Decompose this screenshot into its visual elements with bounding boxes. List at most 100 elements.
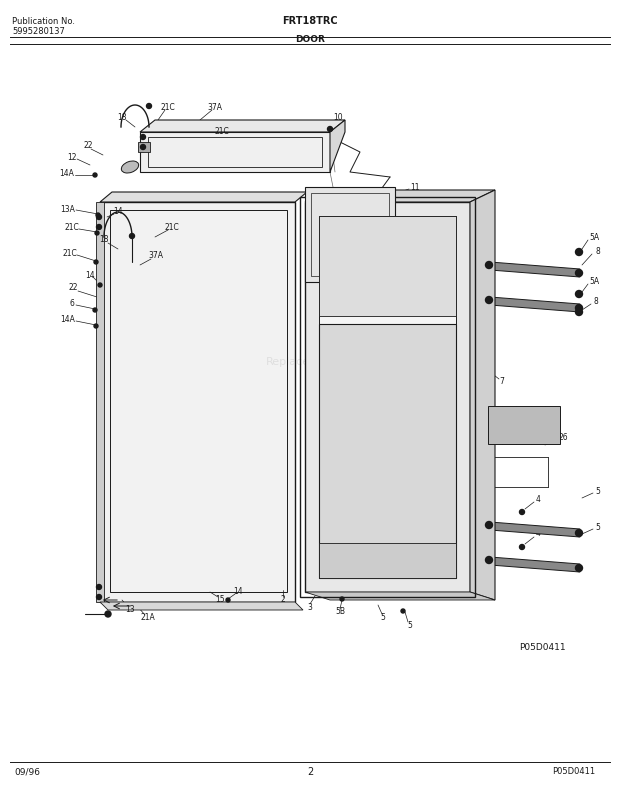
Text: 4: 4 <box>536 496 541 505</box>
Polygon shape <box>319 216 456 578</box>
Text: P05D0411: P05D0411 <box>552 767 595 776</box>
Circle shape <box>130 234 135 238</box>
Text: FRT18TRC: FRT18TRC <box>282 16 338 26</box>
Circle shape <box>97 595 102 600</box>
Text: 21C: 21C <box>165 223 179 231</box>
Circle shape <box>96 213 100 217</box>
Text: 37A: 37A <box>208 102 223 112</box>
Circle shape <box>93 308 97 312</box>
Text: 9: 9 <box>376 242 381 252</box>
Circle shape <box>485 557 492 563</box>
Text: 2: 2 <box>307 767 313 777</box>
Text: 22: 22 <box>68 284 78 292</box>
Text: Publication No.: Publication No. <box>12 17 75 25</box>
Polygon shape <box>140 120 345 132</box>
Polygon shape <box>319 543 456 578</box>
Text: 6: 6 <box>69 299 74 309</box>
Circle shape <box>485 261 492 268</box>
Text: 21C: 21C <box>63 249 78 258</box>
Circle shape <box>94 260 98 264</box>
Circle shape <box>95 231 99 235</box>
Polygon shape <box>490 557 580 572</box>
Text: 22: 22 <box>83 142 93 150</box>
Text: 5B: 5B <box>335 607 345 616</box>
Circle shape <box>575 249 583 256</box>
Text: 13: 13 <box>125 606 135 615</box>
Circle shape <box>226 598 230 602</box>
Text: 15: 15 <box>215 596 225 604</box>
Polygon shape <box>319 216 456 316</box>
Circle shape <box>485 521 492 528</box>
Circle shape <box>94 324 98 328</box>
Ellipse shape <box>122 161 139 173</box>
Text: 21C: 21C <box>161 102 175 112</box>
Text: 14A: 14A <box>60 169 74 178</box>
Text: 13A: 13A <box>61 204 76 214</box>
Text: 5995280137: 5995280137 <box>12 26 65 36</box>
Polygon shape <box>140 132 330 172</box>
Circle shape <box>146 104 151 109</box>
Circle shape <box>340 597 344 601</box>
Circle shape <box>575 530 583 536</box>
Text: 5A: 5A <box>589 233 599 242</box>
Polygon shape <box>488 406 560 444</box>
Polygon shape <box>305 187 395 282</box>
Text: 0: 0 <box>428 257 432 266</box>
Text: 5: 5 <box>407 620 412 630</box>
Text: 37A: 37A <box>149 252 164 261</box>
Text: 5B: 5B <box>392 247 402 257</box>
Circle shape <box>575 291 583 298</box>
Text: 5A: 5A <box>451 247 461 257</box>
Polygon shape <box>305 202 470 592</box>
Text: 14: 14 <box>233 588 243 596</box>
Circle shape <box>520 545 525 550</box>
Text: 1: 1 <box>368 283 373 291</box>
Circle shape <box>575 309 583 315</box>
Circle shape <box>98 283 102 287</box>
Text: 18: 18 <box>99 235 108 245</box>
Circle shape <box>141 135 146 139</box>
Circle shape <box>97 215 102 219</box>
Text: 2: 2 <box>281 596 285 604</box>
Circle shape <box>97 224 102 230</box>
Polygon shape <box>100 192 307 202</box>
Text: 5A: 5A <box>589 277 599 287</box>
Text: 10: 10 <box>333 112 343 121</box>
Text: 5A: 5A <box>450 303 460 311</box>
Text: 26: 26 <box>558 432 568 441</box>
Circle shape <box>520 509 525 515</box>
Circle shape <box>105 611 111 617</box>
Circle shape <box>401 609 405 613</box>
Text: 09/96: 09/96 <box>14 767 40 776</box>
Text: 4: 4 <box>536 530 541 539</box>
Polygon shape <box>490 522 580 537</box>
Text: ReplacementParts.com: ReplacementParts.com <box>266 357 394 367</box>
Circle shape <box>575 565 583 572</box>
Polygon shape <box>319 324 456 578</box>
Polygon shape <box>100 602 303 610</box>
Circle shape <box>141 144 146 150</box>
Text: 8: 8 <box>593 298 598 307</box>
Polygon shape <box>138 142 150 152</box>
Polygon shape <box>96 202 104 602</box>
Text: 21C: 21C <box>215 128 229 136</box>
Text: 3: 3 <box>308 603 312 611</box>
Circle shape <box>327 127 332 131</box>
Circle shape <box>575 304 583 311</box>
Text: 18: 18 <box>117 112 126 121</box>
Polygon shape <box>305 190 495 202</box>
Polygon shape <box>305 592 495 600</box>
Polygon shape <box>490 262 580 277</box>
Circle shape <box>485 296 492 303</box>
Text: 21A: 21A <box>141 614 156 623</box>
Polygon shape <box>100 202 295 602</box>
Circle shape <box>93 173 97 177</box>
Text: 5: 5 <box>596 488 600 497</box>
Circle shape <box>97 584 102 589</box>
Text: 14A: 14A <box>61 315 76 325</box>
Text: 8: 8 <box>596 247 600 257</box>
Polygon shape <box>470 190 495 600</box>
Text: DOOR: DOOR <box>295 35 325 44</box>
Text: P05D0411: P05D0411 <box>519 642 565 652</box>
Text: 21C: 21C <box>64 223 79 231</box>
